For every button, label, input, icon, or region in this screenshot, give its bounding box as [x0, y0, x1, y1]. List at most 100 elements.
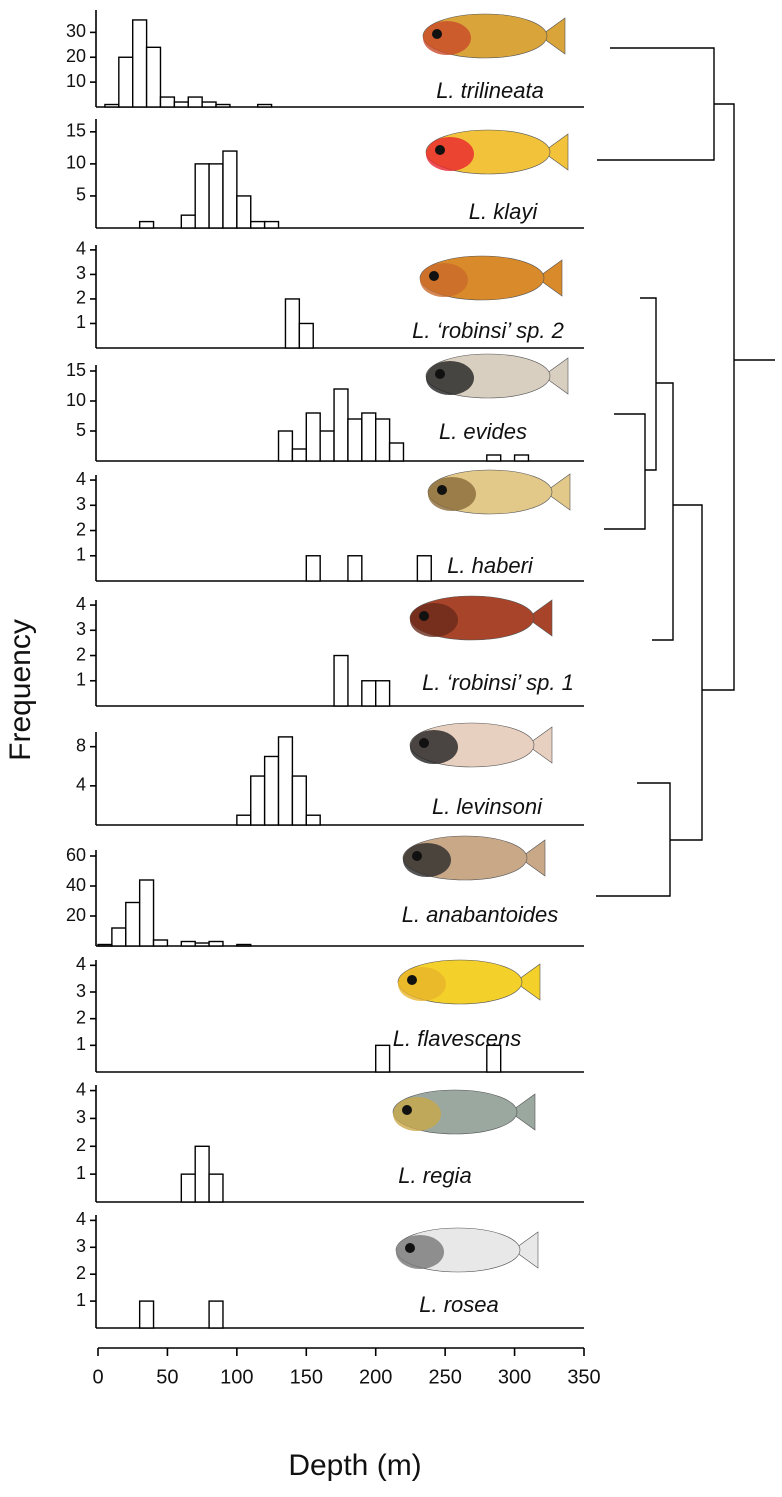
fish-eye — [437, 485, 447, 495]
y-tick-label: 1 — [76, 1290, 86, 1310]
y-tick-label: 4 — [76, 954, 86, 974]
bar — [194, 163, 210, 229]
species-label: L. rosea — [419, 1292, 499, 1317]
bar — [111, 927, 127, 947]
x-tick-label: 350 — [567, 1366, 600, 1388]
bar — [375, 680, 391, 707]
y-tick-label: 4 — [76, 239, 86, 259]
x-axis-title: Depth (m) — [288, 1449, 421, 1482]
bar — [388, 442, 405, 462]
fish-eye — [407, 975, 417, 985]
y-tick-label: 15 — [66, 360, 86, 380]
bar — [333, 654, 349, 707]
y-tick-label: 1 — [76, 312, 86, 332]
y-tick-label: 1 — [76, 545, 86, 565]
bar — [132, 19, 148, 108]
bar — [291, 448, 307, 462]
bar — [250, 220, 266, 229]
fish-head — [426, 361, 474, 395]
bar — [194, 1145, 210, 1203]
bar — [104, 103, 120, 108]
x-tick-label: 0 — [92, 1366, 103, 1388]
species-label: L. klayi — [469, 199, 539, 224]
bar — [201, 101, 217, 108]
bar — [180, 940, 196, 947]
fish-head — [420, 263, 468, 297]
y-tick-label: 3 — [76, 263, 86, 283]
bar — [486, 1044, 502, 1073]
bar — [180, 214, 196, 229]
bar — [347, 418, 363, 462]
y-tick-label: 3 — [76, 494, 86, 514]
fish-eye — [432, 29, 442, 39]
fish-head — [410, 730, 458, 764]
y-tick-label: 3 — [76, 1107, 86, 1127]
bar — [305, 814, 321, 826]
bar — [236, 943, 252, 947]
bar — [222, 150, 238, 229]
species-label: L. trilineata — [436, 78, 544, 103]
bar — [361, 412, 377, 462]
panel: 4 8 L. levinsoni — [76, 722, 584, 826]
bar — [173, 101, 189, 108]
y-tick-label: 4 — [76, 775, 86, 795]
y-tick-label: 2 — [76, 1007, 86, 1027]
x-tick-label: 250 — [428, 1366, 461, 1388]
panel: 1 2 3 4 L. rosea — [76, 1209, 584, 1329]
species-label: L. regia — [398, 1163, 471, 1188]
bar — [256, 103, 273, 108]
fish-tail — [526, 599, 553, 637]
bar — [513, 454, 530, 462]
bar — [152, 939, 169, 947]
y-tick-label: 3 — [76, 619, 86, 639]
fish-eye — [412, 851, 422, 861]
y-tick-label: 60 — [66, 845, 86, 865]
bar — [277, 430, 294, 462]
bar — [236, 195, 252, 229]
bar — [208, 1300, 224, 1329]
fish-tail — [542, 357, 569, 395]
panel: 10 20 30 L. trilineata — [66, 10, 584, 108]
y-axis-title: Frequency — [4, 619, 37, 761]
fish-eye — [435, 145, 445, 155]
panel: 20 40 60 L. anabantoides — [66, 835, 584, 947]
bar — [118, 56, 134, 108]
species-label: L. anabantoides — [402, 902, 559, 927]
x-tick-label: 100 — [220, 1366, 253, 1388]
y-tick-label: 4 — [76, 469, 86, 489]
bar — [208, 940, 224, 947]
panel: 1 2 3 4 L. ‘robinsi’ sp. 1 — [76, 594, 584, 707]
fish-tail — [544, 473, 571, 511]
bar — [125, 901, 141, 947]
panel: 1 2 3 4 L. ‘robinsi’ sp. 2 — [76, 239, 584, 349]
fish-head — [428, 477, 476, 511]
fish-tail — [519, 839, 546, 877]
bar — [375, 1044, 391, 1073]
fish-head — [410, 603, 458, 637]
fish-eye — [435, 369, 445, 379]
y-tick-label: 1 — [76, 670, 86, 690]
bar — [319, 430, 335, 462]
y-tick-label: 2 — [76, 519, 86, 539]
panel: 5 10 15 L. evides — [66, 353, 584, 462]
y-tick-label: 4 — [76, 1209, 86, 1229]
fish-head — [396, 1235, 444, 1269]
bar — [187, 96, 203, 108]
fish-tail — [514, 963, 541, 1001]
bar — [305, 555, 321, 582]
bar — [298, 322, 314, 349]
fish-eye — [402, 1105, 412, 1115]
y-tick-label: 30 — [66, 21, 86, 41]
x-tick-label: 200 — [359, 1366, 392, 1388]
bar — [277, 736, 294, 826]
bar — [138, 220, 155, 229]
bar — [97, 943, 113, 947]
y-tick-label: 3 — [76, 1236, 86, 1256]
bar — [159, 96, 176, 108]
y-tick-label: 3 — [76, 981, 86, 1001]
y-tick-label: 4 — [76, 1079, 86, 1099]
bar — [194, 942, 210, 947]
species-label: L. evides — [439, 419, 527, 444]
y-tick-label: 10 — [66, 390, 86, 410]
